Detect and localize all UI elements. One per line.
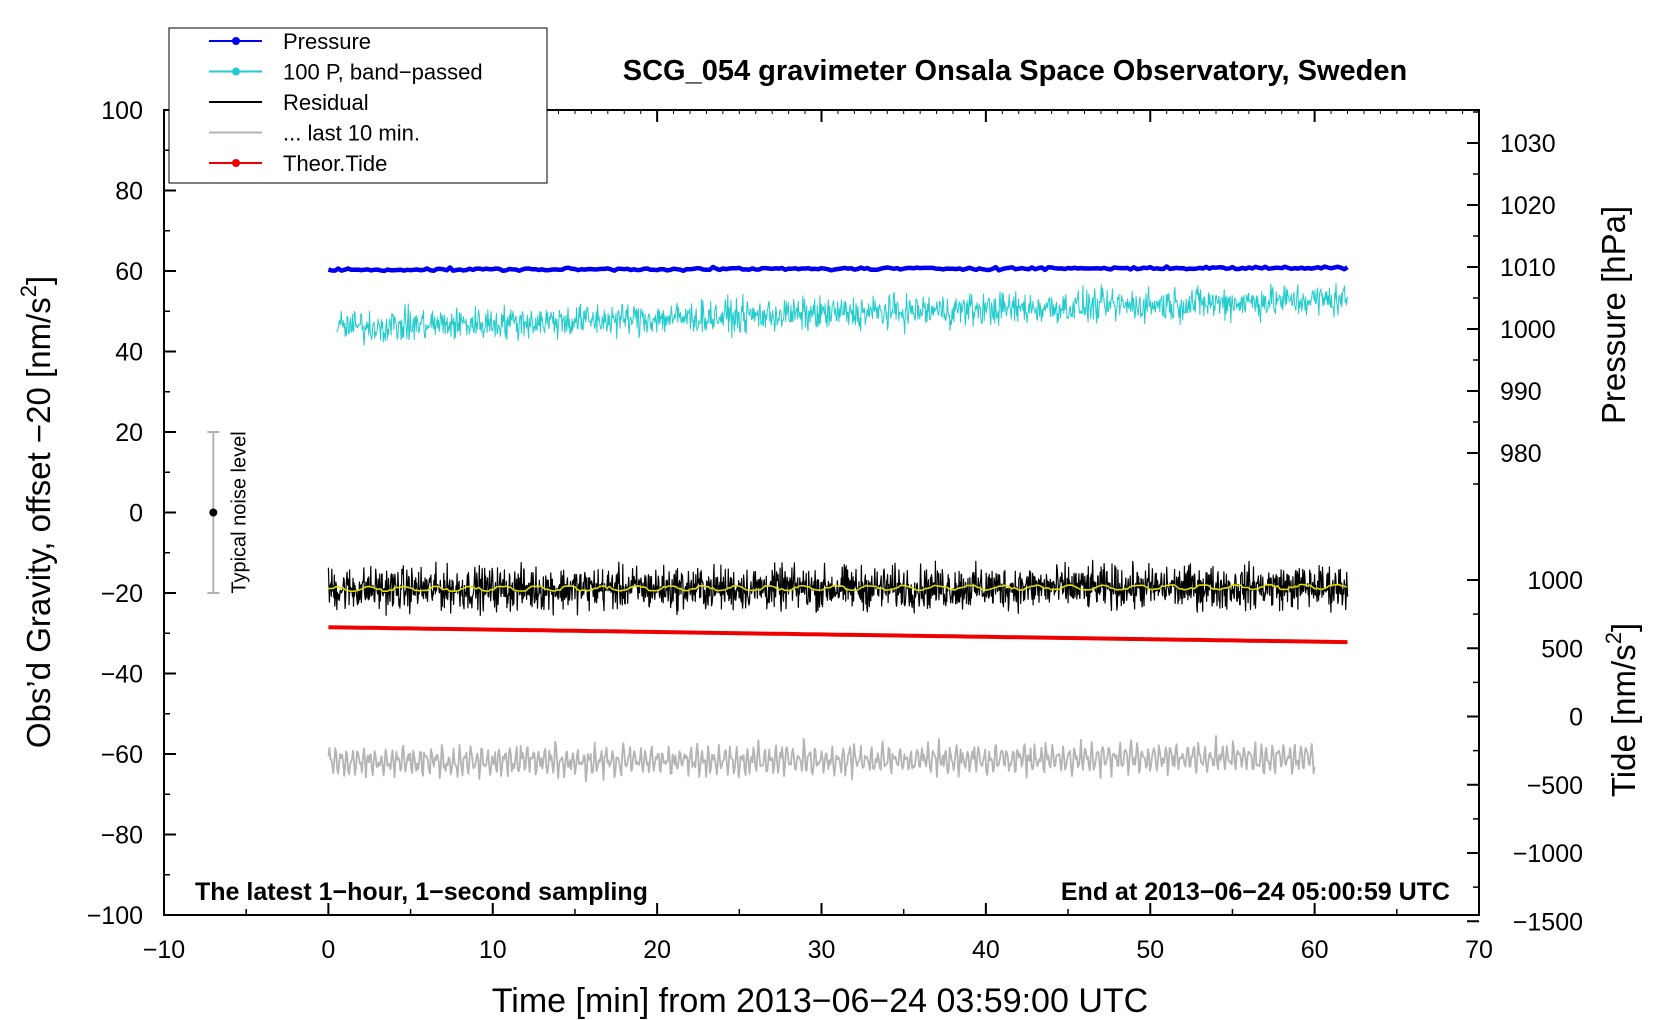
y-tick-label: −20: [101, 580, 143, 608]
x-tick-label: 30: [808, 936, 836, 964]
tide-tick-label: 500: [1541, 635, 1583, 663]
legend-label: Pressure: [283, 29, 371, 54]
pressure-tick-label: 1010: [1500, 254, 1556, 282]
y-tick-label: 0: [129, 500, 143, 528]
y-tick-label: 60: [115, 258, 143, 286]
noise-bar-label: Typical noise level: [228, 431, 250, 593]
noise-bar: Typical noise level: [207, 431, 250, 594]
y-axis-left: 100 80 60 40 20 0 −20 −40 −60 −80 −100: [87, 97, 176, 930]
x-tick-label: −10: [143, 936, 185, 964]
legend-label: Residual: [283, 90, 369, 115]
legend-marker: [232, 37, 240, 45]
tide-tick-label: 0: [1569, 704, 1583, 732]
legend-label: Theor.Tide: [283, 151, 387, 176]
legend-marker: [232, 67, 240, 76]
legend: Pressure 100 P, band−passed Residual ... la…: [168, 27, 548, 184]
tide-tick-label: 1000: [1527, 567, 1583, 595]
x-tick-label: 10: [479, 936, 507, 964]
legend-label: ... last 10 min.: [283, 121, 420, 146]
x-tick-label: 60: [1301, 936, 1329, 964]
x-tick-label: 20: [643, 936, 671, 964]
series-line-smoothed-residual: [328, 583, 1348, 593]
y-tick-label: 40: [115, 339, 143, 367]
pressure-tick-label: 1000: [1500, 316, 1556, 344]
pressure-tick-label: 1030: [1500, 130, 1556, 158]
legend-marker: [232, 159, 240, 167]
plot-frame: [163, 109, 1480, 916]
y-axis-label-right-pressure: Pressure [hPa]: [1595, 206, 1632, 424]
y-axis-label-left-main: Obs’d Gravity, offset −20 [nm/s: [20, 297, 57, 748]
y-tick-label: 20: [115, 419, 143, 447]
annotation-end-time: End at 2013−06−24 05:00:59 UTC: [1061, 878, 1450, 906]
pressure-tick-label: 1020: [1500, 192, 1556, 220]
y-axis-label-left-end: ]: [20, 276, 57, 285]
x-tick-label: 0: [321, 936, 335, 964]
y-axis-label-left: Obs’d Gravity, offset −20 [nm/s2]: [16, 276, 57, 748]
y-tick-label: −40: [101, 661, 143, 689]
pressure-tick-label: 990: [1500, 378, 1542, 406]
tide-tick-label: −1500: [1513, 908, 1583, 936]
y-tick-label: −60: [101, 741, 143, 769]
series-layer: [327, 264, 1349, 783]
x-axis: −10 0 10 20 30 40 50 60 70: [143, 110, 1493, 964]
y-axis-right-pressure: 1030 1020 1010 1000 990 980: [1467, 111, 1556, 485]
y-axis-right-tide: 1000 500 0 −500 −1000 −1500: [1467, 567, 1583, 936]
chart-title: SCG_054 gravimeter Onsala Space Observat…: [623, 55, 1407, 87]
y-axis-label-right-tide: Tide [nm/s2]: [1601, 623, 1642, 797]
pressure-tick-label: 980: [1500, 440, 1542, 468]
y-tick-label: 100: [101, 97, 143, 125]
annotation-sampling: The latest 1−hour, 1−second sampling: [195, 878, 648, 906]
y-axis-label-left-sup: 2: [16, 285, 41, 297]
series-line-theor-tide: [328, 625, 1348, 645]
tide-label-end: ]: [1605, 623, 1642, 632]
series-line-residual: [327, 559, 1349, 617]
legend-box: [168, 27, 548, 184]
y-tick-label: −100: [87, 902, 143, 930]
y-tick-label: 80: [115, 178, 143, 206]
tide-label-sup: 2: [1601, 632, 1626, 644]
series-line-100-p-band-passed: [336, 282, 1349, 346]
x-axis-label: Time [min] from 2013−06−24 03:59:00 UTC: [492, 982, 1148, 1020]
series-line-pressure: [327, 264, 1349, 274]
x-tick-label: 40: [972, 936, 1000, 964]
legend-label: 100 P, band−passed: [283, 60, 483, 85]
x-tick-label: 70: [1465, 936, 1493, 964]
tide-tick-label: −500: [1527, 772, 1583, 800]
noise-bar-center-dot: [209, 508, 218, 517]
y-tick-label: −80: [101, 822, 143, 850]
tide-tick-label: −1000: [1513, 840, 1583, 868]
x-tick-label: 50: [1136, 936, 1164, 964]
series-line--last-10-min-: [327, 735, 1316, 783]
tide-label-main: Tide [nm/s: [1605, 644, 1642, 797]
